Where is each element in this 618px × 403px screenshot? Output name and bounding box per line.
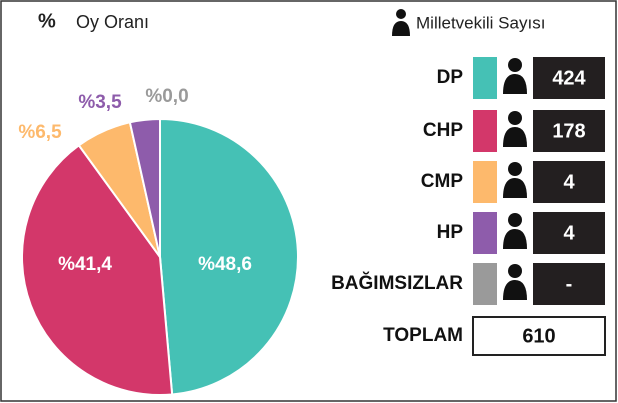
- person-icon: [503, 264, 527, 300]
- person-icon: [392, 9, 410, 36]
- party-name: HP: [437, 222, 464, 243]
- party-swatch: [473, 212, 497, 254]
- chart-title: Oy Oranı: [76, 12, 149, 32]
- seat-count: 4: [563, 171, 575, 193]
- seat-box: [533, 110, 605, 152]
- seat-count: 4: [563, 222, 575, 244]
- person-body: [503, 280, 527, 300]
- person-icon: [503, 162, 527, 198]
- total-label: TOPLAM: [383, 325, 463, 346]
- person-icon: [503, 111, 527, 147]
- seat-box: [533, 212, 605, 254]
- seat-count: 178: [552, 120, 585, 142]
- party-name: BAĞIMSIZLAR: [331, 272, 463, 294]
- pie-slice: [21, 143, 174, 396]
- party-swatch: [473, 110, 497, 152]
- total-box: [472, 316, 606, 356]
- party-swatch: [473, 263, 497, 305]
- seat-count: 424: [552, 67, 586, 89]
- party-name: CMP: [421, 171, 464, 192]
- slice-label: %3,5: [78, 92, 122, 113]
- person-icon: [503, 213, 527, 249]
- person-head: [508, 58, 522, 72]
- seat-box: [533, 161, 605, 203]
- total-value: 610: [522, 325, 555, 347]
- title-symbol: %: [38, 10, 56, 32]
- person-icon: [503, 58, 527, 94]
- person-head: [508, 111, 522, 125]
- party-swatch: [473, 57, 497, 99]
- person-body: [503, 178, 527, 198]
- person-body: [503, 74, 527, 94]
- slice-label: %41,4: [58, 254, 112, 275]
- person-head: [508, 264, 522, 278]
- seats-title: Milletvekili Sayısı: [416, 13, 545, 32]
- party-name: CHP: [423, 120, 463, 141]
- party-swatch: [473, 161, 497, 203]
- seat-box: [533, 57, 605, 99]
- person-head: [508, 213, 522, 227]
- slice-label: %6,5: [18, 122, 62, 143]
- slice-label: %0,0: [145, 86, 188, 107]
- person-body: [503, 127, 527, 147]
- seat-box: [533, 263, 605, 305]
- slice-label: %48,6: [198, 254, 252, 275]
- person-head: [508, 162, 522, 176]
- seat-count: -: [566, 273, 573, 295]
- person-body: [503, 229, 527, 249]
- pie-slice: [159, 117, 299, 396]
- party-name: DP: [437, 67, 464, 88]
